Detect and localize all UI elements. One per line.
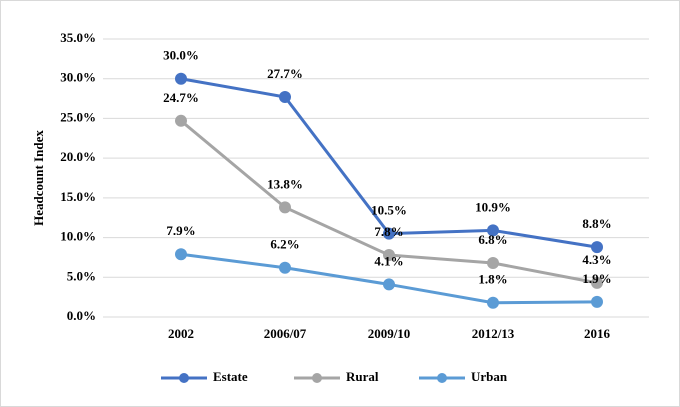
data-label: 24.7% bbox=[163, 90, 199, 105]
y-tick-label: 35.0% bbox=[60, 30, 96, 45]
data-label: 27.7% bbox=[267, 66, 303, 81]
legend-marker bbox=[437, 373, 447, 383]
data-label: 1.9% bbox=[582, 271, 611, 286]
data-label: 4.3% bbox=[582, 252, 611, 267]
x-tick-label: 2016 bbox=[584, 326, 611, 341]
data-point bbox=[175, 114, 187, 127]
legend-label: Urban bbox=[471, 369, 508, 384]
data-point bbox=[591, 241, 603, 254]
data-label: 6.8% bbox=[478, 232, 507, 247]
data-label: 8.8% bbox=[582, 216, 611, 231]
data-label: 7.8% bbox=[374, 224, 403, 239]
legend-label: Estate bbox=[213, 369, 248, 384]
y-tick-label: 30.0% bbox=[60, 70, 96, 85]
data-label: 6.2% bbox=[270, 237, 299, 252]
x-tick-label: 2009/10 bbox=[368, 326, 411, 341]
data-label: 10.9% bbox=[475, 199, 511, 214]
data-point bbox=[487, 256, 499, 269]
data-label: 10.5% bbox=[371, 203, 407, 218]
data-point bbox=[487, 224, 499, 237]
x-tick-label: 2012/13 bbox=[472, 326, 515, 341]
data-label: 7.9% bbox=[166, 223, 195, 238]
legend-marker bbox=[179, 373, 189, 383]
y-tick-label: 5.0% bbox=[67, 268, 96, 283]
data-point bbox=[279, 201, 291, 214]
data-point bbox=[279, 261, 291, 274]
y-tick-label: 10.0% bbox=[60, 229, 96, 244]
data-label: 4.1% bbox=[374, 253, 403, 268]
y-axis-title: Headcount Index bbox=[31, 130, 46, 226]
data-point bbox=[591, 276, 603, 289]
y-tick-label: 25.0% bbox=[60, 109, 96, 124]
data-point bbox=[279, 90, 291, 103]
y-tick-label: 0.0% bbox=[67, 308, 96, 323]
data-label: 1.8% bbox=[478, 272, 507, 287]
data-point bbox=[175, 248, 187, 261]
data-point bbox=[487, 296, 499, 309]
x-tick-label: 2002 bbox=[168, 326, 194, 341]
x-tick-label: 2006/07 bbox=[264, 326, 307, 341]
legend-label: Rural bbox=[346, 369, 379, 384]
legend-marker bbox=[312, 373, 322, 383]
data-point bbox=[383, 278, 395, 291]
y-tick-label: 20.0% bbox=[60, 149, 96, 164]
data-point bbox=[383, 227, 395, 240]
data-label: 13.8% bbox=[267, 176, 303, 191]
data-point bbox=[175, 72, 187, 85]
data-point bbox=[591, 295, 603, 308]
data-label: 30.0% bbox=[163, 48, 199, 63]
y-tick-label: 15.0% bbox=[60, 189, 96, 204]
data-point bbox=[383, 249, 395, 262]
